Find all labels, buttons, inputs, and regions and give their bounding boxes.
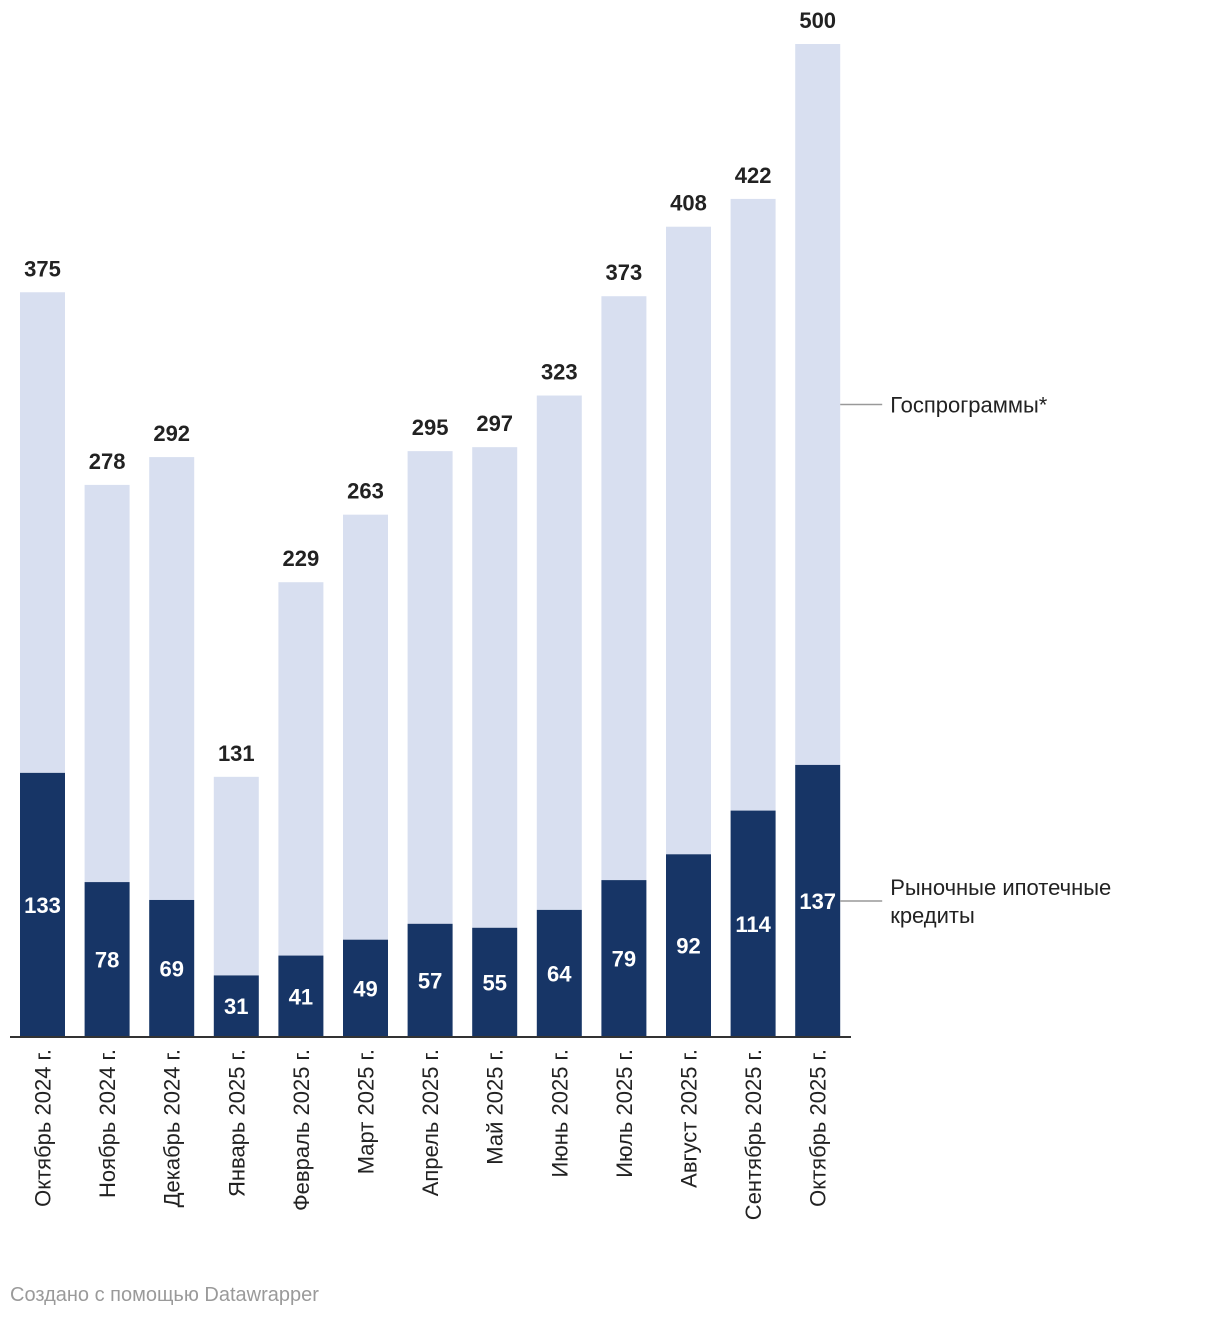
x-tick-label-1: Ноябрь 2024 г.: [95, 1049, 120, 1198]
bar-market-0: [20, 772, 65, 1037]
market-value-label-5: 49: [353, 976, 377, 1001]
total-label-9: 373: [606, 260, 643, 285]
bar-market-9: [601, 880, 647, 1037]
bar-gov-7: [472, 447, 518, 928]
bar-gov-6: [407, 451, 453, 924]
x-tick-label-10: Август 2025 г.: [677, 1049, 702, 1188]
bar-gov-1: [84, 484, 130, 883]
market-value-label-12: 137: [799, 889, 836, 914]
total-label-3: 131: [218, 741, 255, 766]
market-value-label-2: 69: [159, 956, 183, 981]
bar-gov-10: [666, 226, 711, 855]
bar-gov-9: [601, 296, 647, 881]
market-value-label-3: 31: [224, 994, 248, 1019]
bar-market-7: [472, 927, 518, 1037]
bar-gov-11: [730, 198, 776, 811]
x-tick-label-12: Октябрь 2025 г.: [806, 1049, 831, 1207]
market-value-label-7: 55: [482, 970, 506, 995]
bar-market-3: [213, 975, 259, 1037]
bar-market-1: [84, 882, 130, 1037]
market-value-label-10: 92: [676, 934, 700, 959]
bar-gov-8: [536, 395, 582, 910]
bar-gov-2: [149, 457, 195, 900]
market-value-label-6: 57: [418, 968, 442, 993]
bar-market-5: [343, 939, 388, 1037]
x-tick-label-7: Май 2025 г.: [483, 1049, 508, 1165]
market-value-label-1: 78: [95, 948, 119, 973]
bar-gov-3: [213, 776, 259, 976]
total-label-10: 408: [670, 191, 707, 216]
x-tick-label-6: Апрель 2025 г.: [418, 1049, 443, 1196]
x-tick-label-0: Октябрь 2024 г.: [31, 1049, 56, 1207]
bar-gov-0: [20, 292, 65, 773]
bar-market-8: [536, 909, 582, 1037]
bar-gov-4: [278, 582, 324, 956]
bar-gov-5: [343, 514, 388, 940]
x-tick-label-2: Декабрь 2024 г.: [160, 1049, 185, 1207]
bar-gov-12: [795, 44, 841, 765]
total-label-0: 375: [24, 256, 61, 281]
market-value-label-8: 64: [547, 961, 572, 986]
market-value-label-11: 114: [735, 912, 771, 937]
total-label-5: 263: [347, 479, 384, 504]
legend-label-market: Рыночные ипотечные кредиты: [890, 875, 1111, 928]
market-value-label-4: 41: [289, 984, 313, 1009]
total-label-1: 278: [89, 449, 126, 474]
x-tick-label-5: Март 2025 г.: [354, 1049, 379, 1174]
legend-label-market-line-0: Рыночные ипотечные: [890, 875, 1111, 900]
bar-market-4: [278, 955, 324, 1037]
bar-market-6: [407, 923, 453, 1037]
total-label-7: 297: [476, 411, 513, 436]
x-tick-label-3: Январь 2025 г.: [224, 1049, 249, 1197]
bar-market-2: [149, 899, 195, 1037]
total-label-12: 500: [799, 8, 836, 33]
total-label-6: 295: [412, 415, 449, 440]
total-label-11: 422: [735, 163, 772, 188]
bar-market-10: [666, 854, 711, 1037]
x-tick-label-9: Июль 2025 г.: [612, 1049, 637, 1178]
legend-label-gov: Госпрограммы*: [890, 392, 1048, 417]
x-tick-label-11: Сентябрь 2025 г.: [741, 1049, 766, 1220]
total-label-2: 292: [153, 421, 190, 446]
footer-credit: Создано с помощью Datawrapper: [10, 1284, 319, 1306]
stacked-bar-chart: 375 133 Октябрь 2024 г. 278 78 Ноябрь 2024 г.…: [10, 8, 1111, 1220]
bar-market-12: [795, 764, 841, 1037]
bar-market-11: [730, 810, 776, 1037]
market-value-label-9: 79: [612, 947, 636, 972]
market-value-label-0: 133: [24, 893, 61, 918]
legend-label-market-line-1: кредиты: [890, 903, 975, 928]
x-tick-label-4: Февраль 2025 г.: [289, 1049, 314, 1211]
total-label-4: 229: [283, 546, 320, 571]
total-label-8: 323: [541, 360, 578, 385]
x-tick-label-8: Июнь 2025 г.: [547, 1049, 572, 1178]
